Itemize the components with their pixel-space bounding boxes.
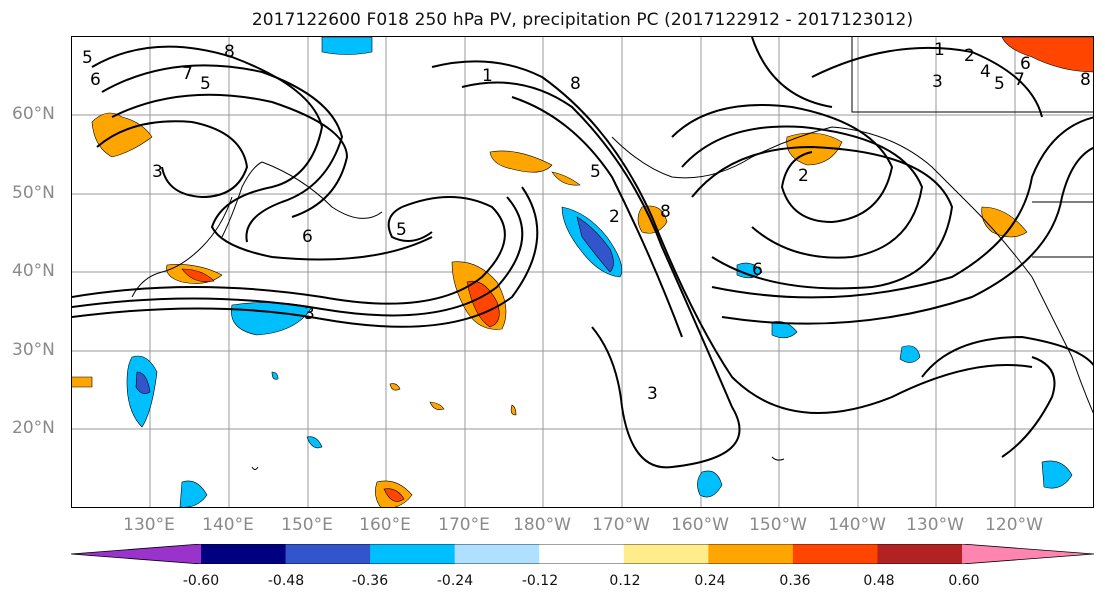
- pv-contours: [72, 37, 1093, 469]
- colorbar: [71, 544, 1094, 564]
- contour-label: 2: [609, 207, 620, 227]
- colorbar-tick-label: 0.12: [609, 573, 641, 589]
- lon-label: 130°W: [906, 515, 964, 535]
- colorbar-segment: [370, 544, 456, 564]
- lon-label: 140°E: [202, 515, 254, 535]
- contour-label: 1: [934, 40, 945, 60]
- lon-label: 160°W: [671, 515, 729, 535]
- colorbar-segment: [708, 544, 794, 564]
- colorbar-tick-label: 0.36: [779, 573, 811, 589]
- contour-label: 5: [994, 74, 1005, 94]
- lon-label: 160°E: [359, 515, 411, 535]
- lon-label: 150°E: [281, 515, 333, 535]
- colorbar-segment: [285, 544, 371, 564]
- colorbar-tick-label: -0.60: [182, 573, 220, 589]
- map-title: 2017122600 F018 250 hPa PV, precipitatio…: [251, 10, 914, 30]
- map-canvas: 5 6 7 8 5 3 5 6 1 8 2 3 1 2 3 4 5 6 7 8 …: [72, 37, 1093, 507]
- lon-label: 180°W: [513, 515, 571, 535]
- contour-label: 3: [647, 384, 658, 404]
- colorbar-segment: [877, 544, 963, 564]
- gridlines: [72, 37, 1093, 507]
- colorbar-segment: [623, 544, 709, 564]
- contour-label: 2: [798, 166, 809, 186]
- contour-label: 8: [570, 74, 581, 94]
- lat-label: 40°N: [12, 261, 55, 281]
- map-panel: 5 6 7 8 5 3 5 6 1 8 2 3 1 2 3 4 5 6 7 8 …: [71, 36, 1094, 508]
- colorbar-segment: [539, 544, 625, 564]
- contour-label: 3: [304, 304, 315, 324]
- contour-label: 5: [396, 220, 407, 240]
- lat-label: 60°N: [12, 104, 55, 124]
- contour-label: 3: [152, 162, 163, 182]
- colorbar-tick-label: 0.24: [694, 573, 726, 589]
- contour-label: 6: [302, 227, 313, 247]
- colorbar-tick-label: -0.48: [267, 573, 305, 589]
- contour-label: 5: [200, 74, 211, 94]
- contour-label: 8: [224, 42, 235, 62]
- colorbar-tick-label: 0.60: [948, 573, 980, 589]
- colorbar-segment: [454, 544, 540, 564]
- contour-label: 6: [752, 260, 763, 280]
- lon-label: 170°W: [592, 515, 650, 535]
- contour-label: 3: [932, 72, 943, 92]
- lon-label: 140°W: [828, 515, 886, 535]
- lon-label: 130°E: [123, 515, 175, 535]
- contour-label: 6: [90, 70, 101, 90]
- contour-label: 4: [980, 62, 991, 82]
- colorbar-extend-left: [71, 544, 201, 564]
- lat-label: 50°N: [12, 183, 55, 203]
- colorbar-tick-label: -0.24: [436, 573, 474, 589]
- lat-label: 20°N: [12, 418, 55, 438]
- contour-label: 6: [1020, 54, 1031, 74]
- contour-labels: 5 6 7 8 5 3 5 6 1 8 2 3 1 2 3 4 5 6 7 8 …: [82, 40, 1091, 404]
- contour-label: 2: [964, 46, 975, 66]
- colorbar-tick-label: 0.48: [863, 573, 895, 589]
- colorbar-extend-right: [962, 544, 1094, 564]
- contour-label: 5: [82, 48, 93, 68]
- colorbar-segment: [201, 544, 287, 564]
- contour-label: 8: [1080, 70, 1091, 90]
- colorbar-tick-label: -0.36: [351, 573, 389, 589]
- contour-label: 1: [482, 66, 493, 86]
- contour-label: 7: [182, 64, 193, 84]
- coastlines: [131, 37, 1093, 470]
- lon-label: 170°E: [438, 515, 490, 535]
- lon-label: 120°W: [985, 515, 1043, 535]
- contour-label: 5: [590, 162, 601, 182]
- contour-label: 8: [660, 202, 671, 222]
- lat-label: 30°N: [12, 340, 55, 360]
- colorbar-segment: [792, 544, 878, 564]
- contour-label: 7: [1014, 70, 1025, 90]
- colorbar-tick-label: -0.12: [521, 573, 559, 589]
- lon-label: 150°W: [749, 515, 807, 535]
